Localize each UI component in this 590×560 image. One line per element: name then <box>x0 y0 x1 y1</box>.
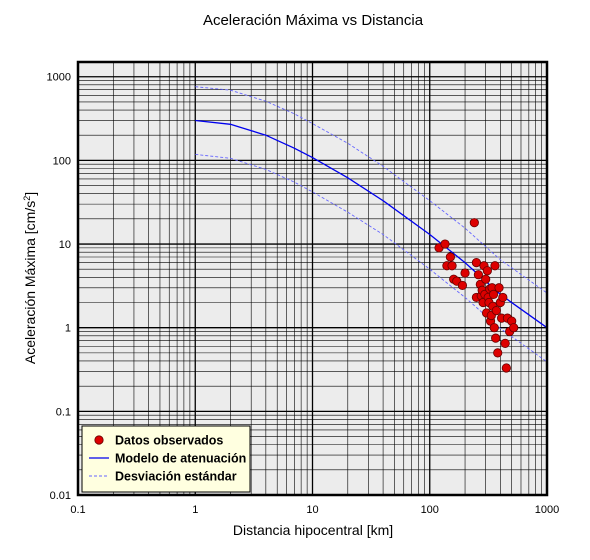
legend-marker-observed <box>94 435 104 445</box>
legend-label: Desviación estándar <box>115 470 237 484</box>
legend-label: Datos observados <box>115 434 223 448</box>
observed-data-point <box>491 306 501 316</box>
y-tick-labels: 0.01 0.1 1 10 100 1000 <box>47 72 71 502</box>
y-tick-label: 10 <box>59 239 71 251</box>
x-axis-label: Distancia hipocentral [km] <box>233 522 393 538</box>
observed-data-point <box>498 292 508 303</box>
observed-data-point <box>488 289 499 300</box>
observed-data-point <box>473 270 484 280</box>
observed-data-point <box>501 363 511 373</box>
chart-title: Aceleración Máxima vs Distancia <box>203 12 424 29</box>
observed-data-point <box>447 261 457 271</box>
legend-box <box>81 425 251 493</box>
x-tick-label: 0.1 <box>70 504 85 516</box>
observed-data-point <box>494 283 504 293</box>
y-tick-label: 0.01 <box>50 490 71 502</box>
legend: Datos observados Modelo de atenuación Desv… <box>81 425 251 493</box>
y-axis-label-tail: ] <box>22 192 38 196</box>
observed-data-point <box>489 323 499 333</box>
observed-data-point <box>457 280 468 291</box>
observed-data-point <box>469 218 479 228</box>
observed-data-point <box>482 266 492 276</box>
observed-data-point <box>481 274 491 284</box>
x-tick-label: 1000 <box>535 504 559 516</box>
y-tick-label: 1 <box>65 323 71 335</box>
x-tick-labels: 0.1 1 10 100 1000 <box>70 504 559 516</box>
std-deviation-line <box>195 86 548 294</box>
observed-data-point <box>491 333 501 343</box>
y-tick-label: 1000 <box>47 72 71 84</box>
x-tick-label: 1 <box>192 504 198 516</box>
plot-frame <box>76 60 549 497</box>
grid-lines <box>78 62 547 495</box>
observed-data-point <box>445 252 455 262</box>
observed-data-point <box>460 268 470 278</box>
x-tick-label: 10 <box>306 504 318 516</box>
observed-data-point <box>440 239 450 249</box>
std-deviation-line <box>195 153 548 363</box>
y-axis-label-superscript: 2 <box>22 196 32 201</box>
x-tick-label: 100 <box>421 504 439 516</box>
observed-data-point <box>490 261 500 271</box>
y-tick-label: 0.1 <box>56 406 71 418</box>
observed-data-point <box>509 323 519 333</box>
y-tick-label: 100 <box>53 155 71 167</box>
observed-data-point <box>493 348 503 358</box>
observed-data-point <box>500 338 510 348</box>
y-axis-label-main: Aceleración Máxima [cm/s <box>22 201 38 364</box>
legend-label: Modelo de atenuación <box>115 452 246 466</box>
series-layer <box>195 86 548 373</box>
y-axis-label: Aceleración Máxima [cm/s2] <box>22 192 38 364</box>
observed-data-point <box>471 257 482 268</box>
